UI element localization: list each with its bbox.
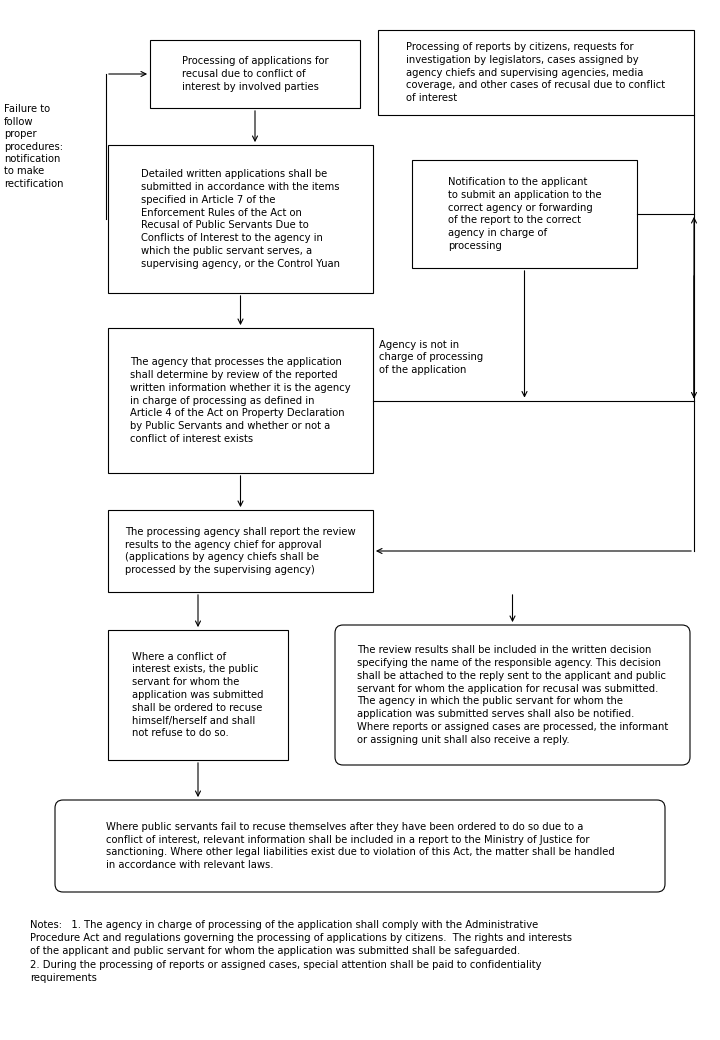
Text: The review results shall be included in the written decision
specifying the name: The review results shall be included in …	[357, 645, 668, 745]
Bar	[378, 30, 694, 115]
Text: Notification to the applicant
to submit an application to the
correct agency or : Notification to the applicant to submit …	[448, 177, 601, 251]
Text: Processing of reports by citizens, requests for
investigation by legislators, ca: Processing of reports by citizens, reque…	[406, 42, 665, 103]
Text: Notes:   1. The agency in charge of processing of the application shall comply w: Notes: 1. The agency in charge of proces…	[30, 920, 572, 983]
FancyBboxPatch shape	[335, 625, 690, 765]
Bar	[108, 145, 373, 293]
Bar	[412, 160, 637, 268]
Text: Failure to
follow
proper
procedures:
notification
to make
rectification: Failure to follow proper procedures: not…	[4, 104, 63, 188]
Bar	[150, 40, 360, 108]
Text: The agency that processes the application
shall determine by review of the repor: The agency that processes the applicatio…	[130, 357, 351, 444]
Text: Processing of applications for
recusal due to conflict of
interest by involved p: Processing of applications for recusal d…	[181, 56, 328, 92]
Text: The processing agency shall report the review
results to the agency chief for ap: The processing agency shall report the r…	[125, 527, 356, 575]
Text: Detailed written applications shall be
submitted in accordance with the items
sp: Detailed written applications shall be s…	[141, 170, 340, 268]
Text: Where a conflict of
interest exists, the public
servant for whom the
application: Where a conflict of interest exists, the…	[132, 652, 264, 738]
Text: Agency is not in
charge of processing
of the application: Agency is not in charge of processing of…	[379, 340, 483, 374]
Bar	[108, 328, 373, 473]
Bar	[108, 510, 373, 592]
Bar	[108, 630, 288, 760]
Text: Where public servants fail to recuse themselves after they have been ordered to : Where public servants fail to recuse the…	[106, 822, 614, 870]
FancyBboxPatch shape	[55, 800, 665, 892]
